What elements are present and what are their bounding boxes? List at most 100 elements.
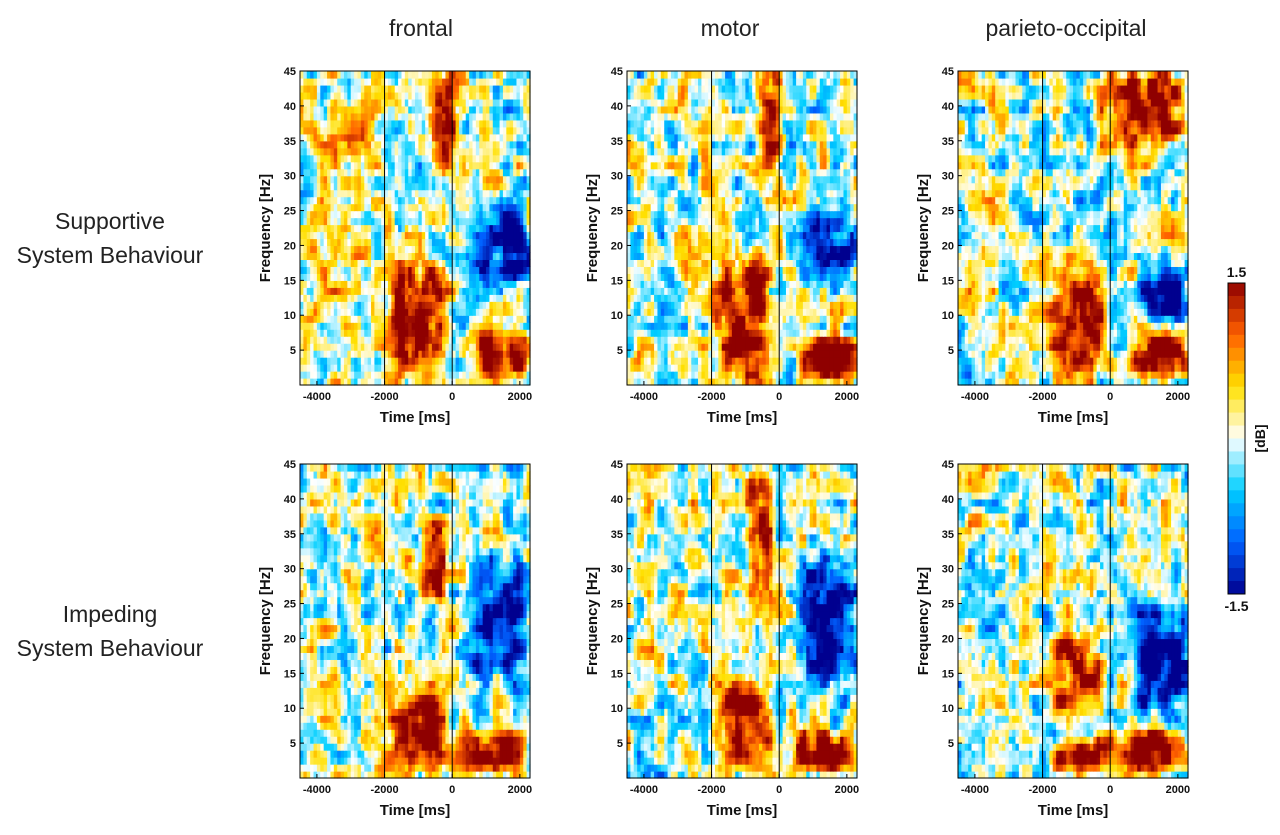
heatmap-cell [775,266,780,274]
heatmap-cell [704,217,709,226]
heatmap-cell [330,301,335,309]
heatmap-cell [306,119,311,128]
heatmap-cell [769,231,774,240]
heatmap-cell [755,203,760,212]
heatmap-cell [486,252,491,260]
heatmap-cell [300,175,304,184]
heatmap-cell [360,350,365,358]
heatmap-cell [482,231,487,240]
heatmap-cell [442,175,447,184]
heatmap-cell [829,252,834,260]
heatmap-cell [826,273,831,281]
heatmap-cell [772,217,777,226]
heatmap-cell [762,371,767,379]
x-axis-label: Time [ms] [380,409,451,426]
heatmap-cell [347,245,352,254]
heatmap-cell [381,154,386,163]
heatmap-cell [394,259,399,267]
heatmap-cell [404,287,409,295]
heatmap-cell [347,315,352,323]
heatmap-cell [316,91,321,100]
heatmap-cell [792,308,797,316]
heatmap-cell [330,343,335,351]
heatmap-cell [462,245,467,254]
heatmap-cell [415,203,419,212]
heatmap-cell [742,322,746,330]
heatmap-cell [762,294,767,302]
heatmap-cell [731,266,736,274]
heatmap-cell [502,357,507,365]
heatmap-cell [425,371,430,379]
heatmap-cell [779,224,784,233]
heatmap-cell [337,343,342,351]
heatmap-cell [684,336,689,344]
heatmap-cell [316,71,321,79]
heatmap-cell [799,364,804,372]
heatmap-cell [367,357,372,365]
heatmap-cell [387,371,392,379]
heatmap-cell [330,112,335,121]
heatmap-cell [404,133,409,142]
heatmap-cell [357,119,362,128]
heatmap-cell [829,273,834,281]
heatmap-cell [425,224,430,233]
heatmap-cell [809,308,814,316]
heatmap-cell [327,322,332,330]
heatmap-cell [701,224,706,233]
heatmap-cell [455,189,460,198]
heatmap-cell [333,189,338,198]
heatmap-cell [664,336,669,344]
heatmap-cell [489,91,494,100]
heatmap-cell [455,343,460,351]
heatmap-cell [513,364,518,372]
heatmap-cell [509,315,514,323]
heatmap-cell [381,259,386,267]
heatmap-cell [320,308,325,316]
heatmap-cell [718,350,723,358]
heatmap-cell [364,147,369,156]
heatmap-cell [303,308,308,316]
heatmap-cell [360,77,365,86]
heatmap-cell [664,322,669,330]
heatmap-cell [637,287,642,295]
heatmap-cell [664,273,669,281]
heatmap-cell [785,266,790,274]
heatmap-cell [418,273,423,281]
heatmap-cell [650,301,655,309]
heatmap-cell [377,357,382,365]
heatmap-cell [677,322,682,330]
heatmap-cell [489,210,494,219]
heatmap-cell [371,84,376,93]
heatmap-cell [762,238,767,247]
heatmap-cell [694,364,699,372]
heatmap-cell [320,161,325,170]
heatmap-cell [846,238,851,247]
heatmap-cell [367,217,372,226]
heatmap-cell [448,266,453,274]
heatmap-cell [701,364,706,372]
heatmap-cell [640,287,645,295]
heatmap-cell [502,196,507,205]
heatmap-cell [513,210,518,219]
heatmap-cell [833,196,838,205]
heatmap-cell [640,238,645,247]
heatmap-cell [411,336,416,344]
heatmap-cell [425,105,430,114]
heatmap-cell [698,308,703,316]
heatmap-cell [323,287,328,295]
heatmap-cell [350,357,355,365]
heatmap-cell [455,168,460,177]
heatmap-cell [687,266,692,274]
heatmap-cell [330,119,335,128]
heatmap-cell [408,315,413,323]
heatmap-cell [316,273,321,281]
heatmap-cell [391,224,396,233]
heatmap-cell [506,301,511,309]
heatmap-cell [438,266,443,274]
heatmap-cell [313,203,318,212]
heatmap-cell [489,231,494,240]
heatmap-cell [816,203,821,212]
heatmap-cell [448,147,453,156]
heatmap-cell [513,343,518,351]
heatmap-cell [360,322,365,330]
